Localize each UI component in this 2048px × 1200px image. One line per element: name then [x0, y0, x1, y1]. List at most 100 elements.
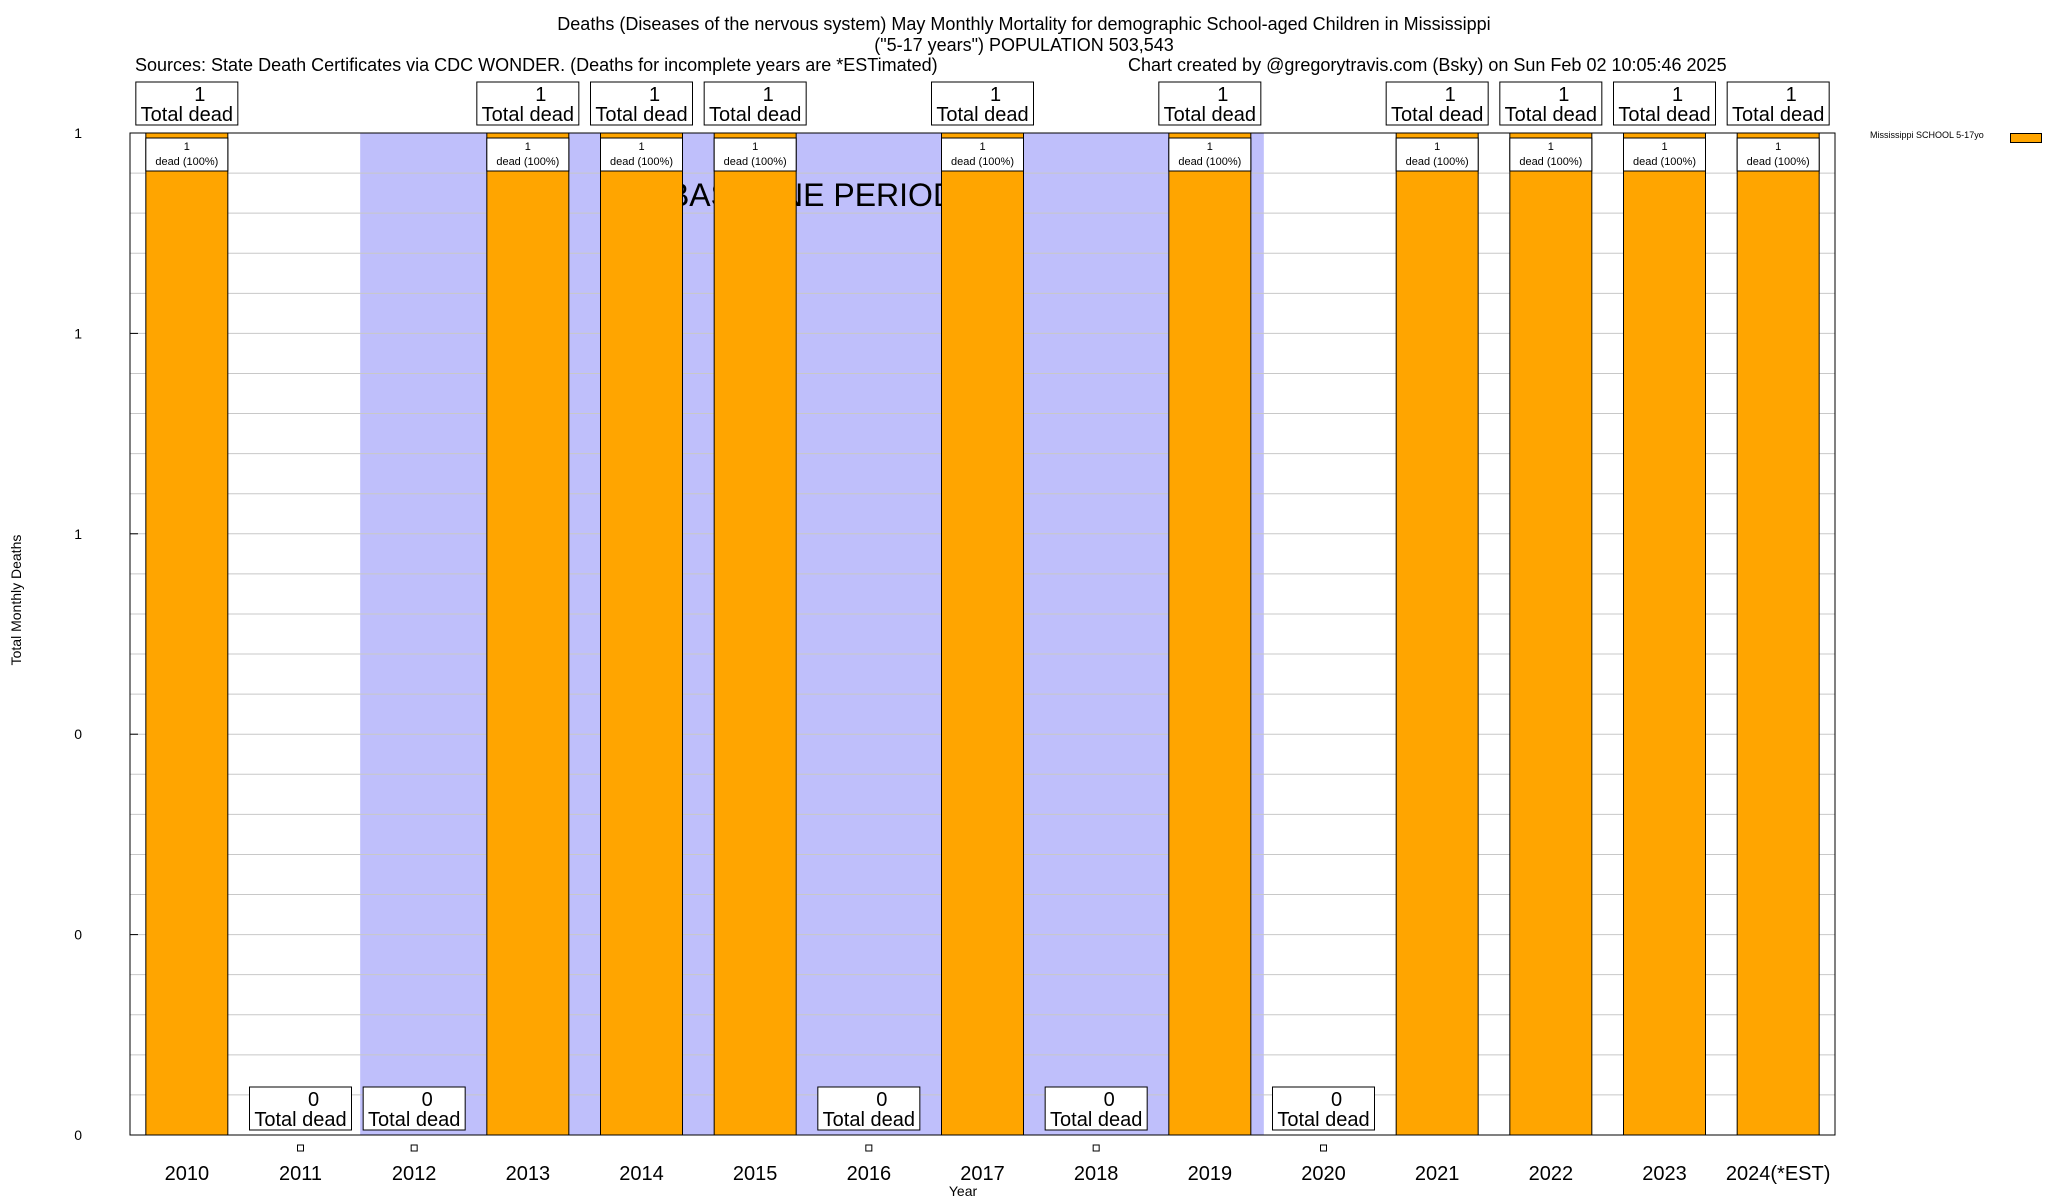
zero-marker	[865, 1144, 873, 1152]
total-label-text: Total dead	[1618, 104, 1710, 126]
total-label-value: 1	[1672, 84, 1683, 106]
segment-label-box	[600, 137, 683, 172]
bar	[941, 132, 1024, 1136]
segment-label-value: 1	[184, 141, 190, 153]
total-label-box	[476, 81, 580, 126]
total-label-box	[1158, 81, 1262, 126]
total-label-text: Total dead	[1732, 104, 1824, 126]
x-tick-label: 2016	[847, 1163, 892, 1185]
x-tick-label: 2012	[392, 1163, 437, 1185]
x-tick-label: 2010	[165, 1163, 210, 1185]
total-label-box	[817, 1086, 921, 1131]
segment-label-value: 1	[1434, 141, 1440, 153]
bar	[145, 132, 229, 1136]
y-tick-label: 0	[74, 1127, 82, 1143]
bar	[1736, 132, 1820, 1136]
total-label-text: Total dead	[1050, 1109, 1142, 1131]
y-tick-label: 1	[74, 125, 82, 141]
total-label-text: Total dead	[1505, 104, 1597, 126]
x-axis-title: Year	[948, 1183, 978, 1199]
x-tick-label: 2024(*EST)	[1726, 1163, 1831, 1185]
y-tick-label: 1	[74, 325, 82, 341]
total-label-text: Total dead	[1164, 104, 1256, 126]
total-label-box	[362, 1086, 466, 1131]
segment-label-text: dead (100%)	[155, 156, 218, 168]
total-label-value: 1	[763, 84, 774, 106]
segment-label-value: 1	[525, 141, 531, 153]
total-label-value: 1	[649, 84, 660, 106]
total-label-text: Total dead	[823, 1109, 915, 1131]
bar	[1509, 132, 1593, 1136]
x-tick-label: 2013	[506, 1163, 551, 1185]
segment-label-value: 1	[638, 141, 644, 153]
total-label-value: 1	[1217, 84, 1228, 106]
x-tick-label: 2019	[1188, 1163, 1233, 1185]
x-tick-label: 2021	[1415, 1163, 1460, 1185]
credit-note: Chart created by @gregorytravis.com (Bsk…	[1128, 55, 1727, 75]
bar	[1395, 132, 1479, 1136]
segment-label-text: dead (100%)	[1178, 156, 1241, 168]
segment-label-text: dead (100%)	[1747, 156, 1810, 168]
y-axis-title: Total Monthly Deaths	[8, 534, 24, 666]
total-label-box	[590, 81, 693, 126]
y-tick-label: 0	[74, 927, 82, 943]
total-label-box	[1272, 1086, 1375, 1131]
total-label-text: Total dead	[482, 104, 574, 126]
sources-note: Sources: State Death Certificates via CD…	[135, 55, 938, 75]
chart-subtitle: ("5-17 years") POPULATION 503,543	[874, 35, 1174, 55]
x-tick-label: 2022	[1529, 1163, 1574, 1185]
total-label-text: Total dead	[1277, 1109, 1369, 1131]
segment-label-box	[713, 137, 797, 172]
x-tick-label: 2017	[960, 1163, 1005, 1185]
y-tick-label: 0	[74, 726, 82, 742]
zero-marker	[1092, 1144, 1100, 1152]
zero-marker	[410, 1144, 418, 1152]
bar	[1168, 132, 1252, 1136]
plot-frame	[129, 132, 1836, 1136]
total-label-value: 0	[1104, 1089, 1115, 1111]
total-label-text: Total dead	[141, 104, 233, 126]
segment-label-box	[1395, 137, 1479, 172]
total-label-box	[249, 1086, 352, 1131]
total-label-box	[931, 81, 1034, 126]
total-label-text: Total dead	[1391, 104, 1483, 126]
total-label-text: Total dead	[709, 104, 801, 126]
segment-label-text: dead (100%)	[496, 156, 559, 168]
total-label-value: 1	[1445, 84, 1456, 106]
segment-label-value: 1	[1207, 141, 1213, 153]
total-label-value: 0	[422, 1089, 433, 1111]
x-tick-label: 2011	[279, 1163, 322, 1185]
baseline-label: BASELINE PERIOD	[668, 177, 956, 213]
x-tick-label: 2014	[619, 1163, 664, 1185]
bar	[486, 132, 570, 1136]
bar	[713, 132, 797, 1136]
total-label-value: 1	[1786, 84, 1797, 106]
x-tick-label: 2018	[1074, 1163, 1119, 1185]
total-label-box	[703, 81, 807, 126]
total-label-box	[1044, 1086, 1148, 1131]
segment-label-text: dead (100%)	[1519, 156, 1582, 168]
total-label-box	[1385, 81, 1489, 126]
total-label-value: 0	[1331, 1089, 1342, 1111]
segment-label-box	[1623, 137, 1706, 172]
bar	[1623, 132, 1706, 1136]
zero-marker	[1320, 1144, 1327, 1152]
segment-label-value: 1	[1661, 141, 1667, 153]
total-label-value: 1	[1558, 84, 1569, 106]
bar	[600, 132, 683, 1136]
total-label-text: Total dead	[595, 104, 687, 126]
segment-label-box	[941, 137, 1024, 172]
total-label-box	[1726, 81, 1830, 126]
legend-swatch	[2010, 133, 2042, 143]
total-label-text: Total dead	[936, 104, 1028, 126]
total-label-value: 1	[535, 84, 546, 106]
total-label-box	[1613, 81, 1716, 126]
segment-label-text: dead (100%)	[1406, 156, 1469, 168]
x-tick-label: 2023	[1642, 1163, 1687, 1185]
legend-label: Mississippi SCHOOL 5-17yo	[1870, 130, 1984, 140]
segment-label-text: dead (100%)	[1633, 156, 1696, 168]
total-label-value: 1	[194, 84, 205, 106]
total-label-value: 1	[990, 84, 1001, 106]
total-label-box	[1499, 81, 1603, 126]
